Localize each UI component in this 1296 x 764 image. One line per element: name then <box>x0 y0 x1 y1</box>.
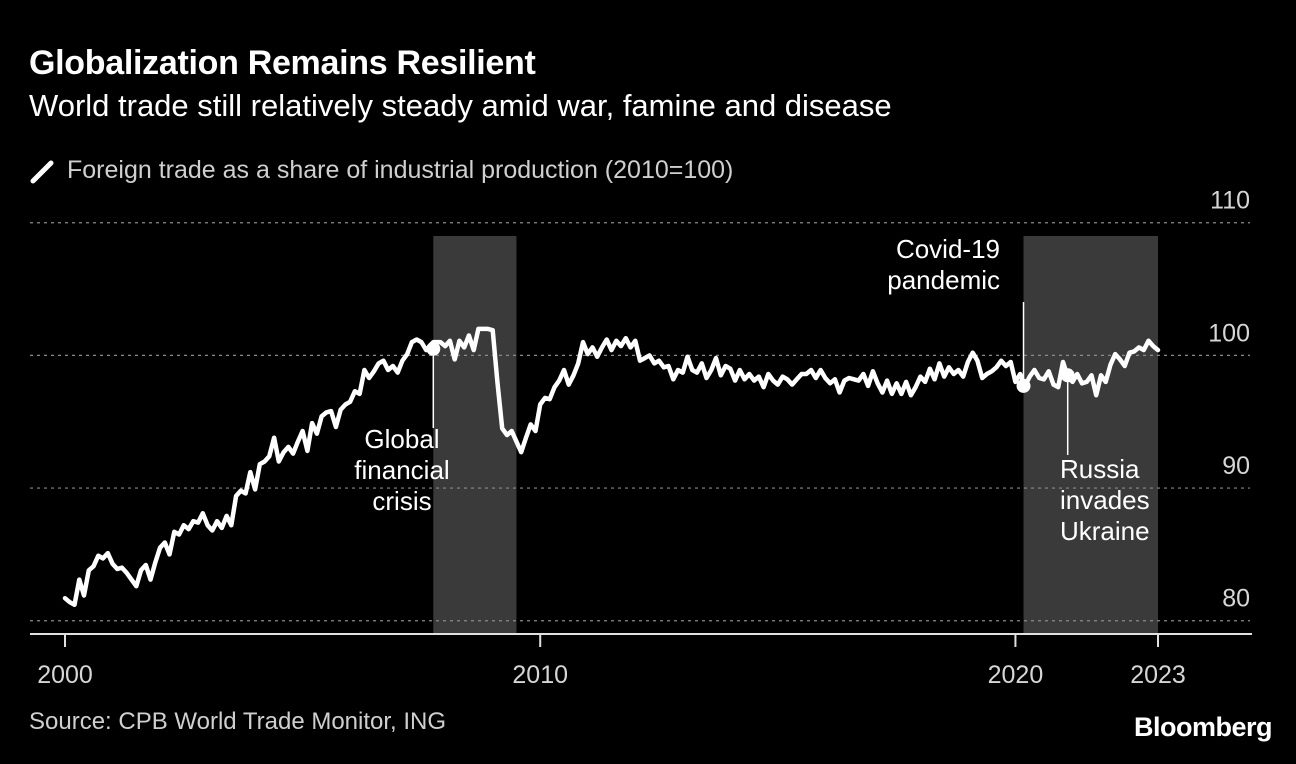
gfc-label: Global <box>364 424 439 454</box>
chart-title: Globalization Remains Resilient <box>29 44 536 82</box>
chart-subtitle: World trade still relatively steady amid… <box>29 88 892 123</box>
trade-share-line <box>62 326 1161 608</box>
covid-label: Covid-19 <box>896 234 1000 264</box>
y-tick-label: 110 <box>1210 187 1250 215</box>
ukraine-label: Russia <box>1060 454 1140 484</box>
y-tick-label: 100 <box>1208 319 1250 347</box>
y-tick-label: 80 <box>1222 585 1250 613</box>
covid-marker <box>1016 378 1031 393</box>
shaded-period-0 <box>433 236 517 634</box>
gfc-marker <box>426 341 441 356</box>
y-tick-label: 90 <box>1222 452 1250 480</box>
chart-legend: Foreign trade as a share of industrial p… <box>29 156 733 185</box>
brand-logo: Bloomberg <box>1133 712 1273 742</box>
x-tick-label: 2000 <box>37 661 93 689</box>
shaded-period-1 <box>1023 236 1158 634</box>
x-tick-label: 2010 <box>512 661 568 689</box>
ukraine-label: invades <box>1060 485 1150 515</box>
ukraine-label: Ukraine <box>1060 516 1150 546</box>
covid-label: pandemic <box>887 265 1000 295</box>
x-tick-label: 2020 <box>988 661 1044 689</box>
gfc-label: financial <box>354 455 449 485</box>
ukraine-marker <box>1060 368 1075 383</box>
line-swatch-icon <box>30 160 54 183</box>
gfc-label: crisis <box>372 486 431 516</box>
x-tick-label: 2023 <box>1130 661 1186 689</box>
legend-label: Foreign trade as a share of industrial p… <box>67 156 734 184</box>
source-note: Source: CPB World Trade Monitor, ING <box>29 708 447 735</box>
